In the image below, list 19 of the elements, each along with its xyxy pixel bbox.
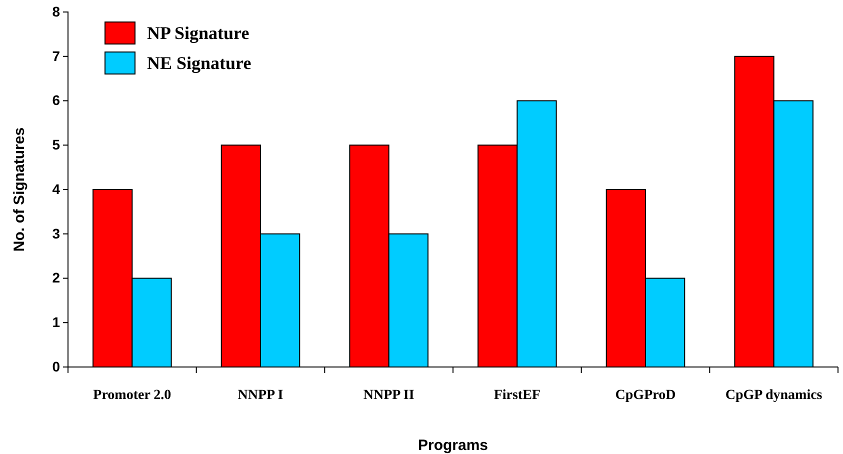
y-tick-label: 7 — [52, 48, 60, 64]
x-tick-label: NNPP II — [363, 388, 414, 403]
legend-label: NE Signature — [147, 53, 252, 73]
x-tick-label: FirstEF — [494, 388, 540, 403]
x-tick-label: NNPP I — [238, 388, 284, 403]
y-tick-label: 4 — [52, 180, 60, 197]
y-tick-label: 3 — [52, 225, 60, 242]
y-tick-label: 0 — [52, 358, 60, 374]
legend-label: NP Signature — [147, 23, 250, 43]
y-tick-label: 8 — [52, 3, 60, 20]
y-axis-title: No. of Signatures — [11, 127, 28, 252]
y-tick-label: 2 — [52, 270, 60, 286]
y-tick-label: 5 — [52, 136, 60, 153]
y-tick-label: 1 — [52, 314, 60, 330]
x-axis-title: Programs — [418, 437, 488, 454]
x-tick-label: CpGProD — [615, 388, 676, 403]
x-tick-label: Promoter 2.0 — [93, 388, 172, 403]
y-tick-label: 6 — [52, 92, 60, 108]
x-tick-label: CpGP dynamics — [725, 388, 823, 403]
